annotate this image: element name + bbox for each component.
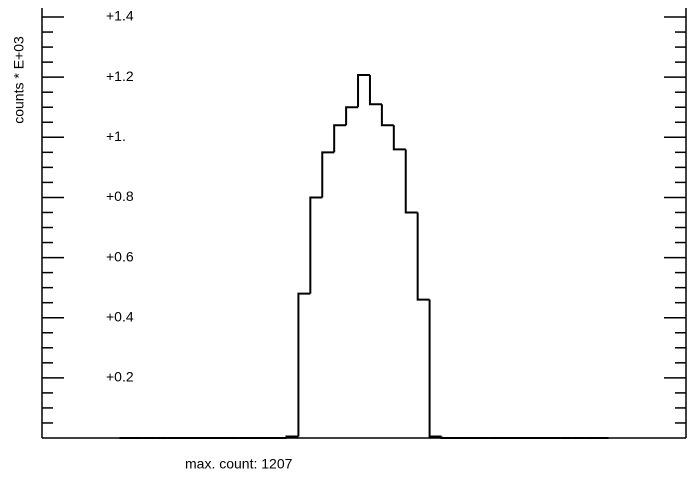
histogram-bin — [297, 292, 311, 437]
y-axis-label: counts * E+03 — [11, 36, 27, 124]
histogram-bin — [333, 124, 347, 153]
y-tick-label: +0.2 — [106, 369, 134, 385]
histogram-bin — [380, 104, 394, 127]
histogram-bin — [416, 212, 430, 301]
histogram-bin — [428, 299, 442, 438]
histogram-bin — [357, 74, 370, 108]
histogram-bin — [404, 149, 418, 214]
histogram-bin — [345, 106, 359, 126]
y-tick-label: +0.4 — [106, 308, 134, 324]
histogram-bin — [285, 435, 299, 438]
histogram-bin — [368, 75, 382, 106]
y-tick-label: +1. — [106, 128, 126, 144]
y-tick-label: +0.6 — [106, 248, 134, 264]
y-tick-label: +1.2 — [106, 68, 134, 84]
histogram-bin — [321, 151, 335, 198]
histogram-bin — [309, 196, 323, 294]
histogram-bin — [392, 125, 406, 151]
footer-note: max. count: 1207 — [185, 456, 293, 472]
y-tick-label: +1.4 — [106, 8, 134, 24]
y-tick-label: +0.8 — [106, 188, 134, 204]
histogram-bin — [440, 436, 454, 439]
